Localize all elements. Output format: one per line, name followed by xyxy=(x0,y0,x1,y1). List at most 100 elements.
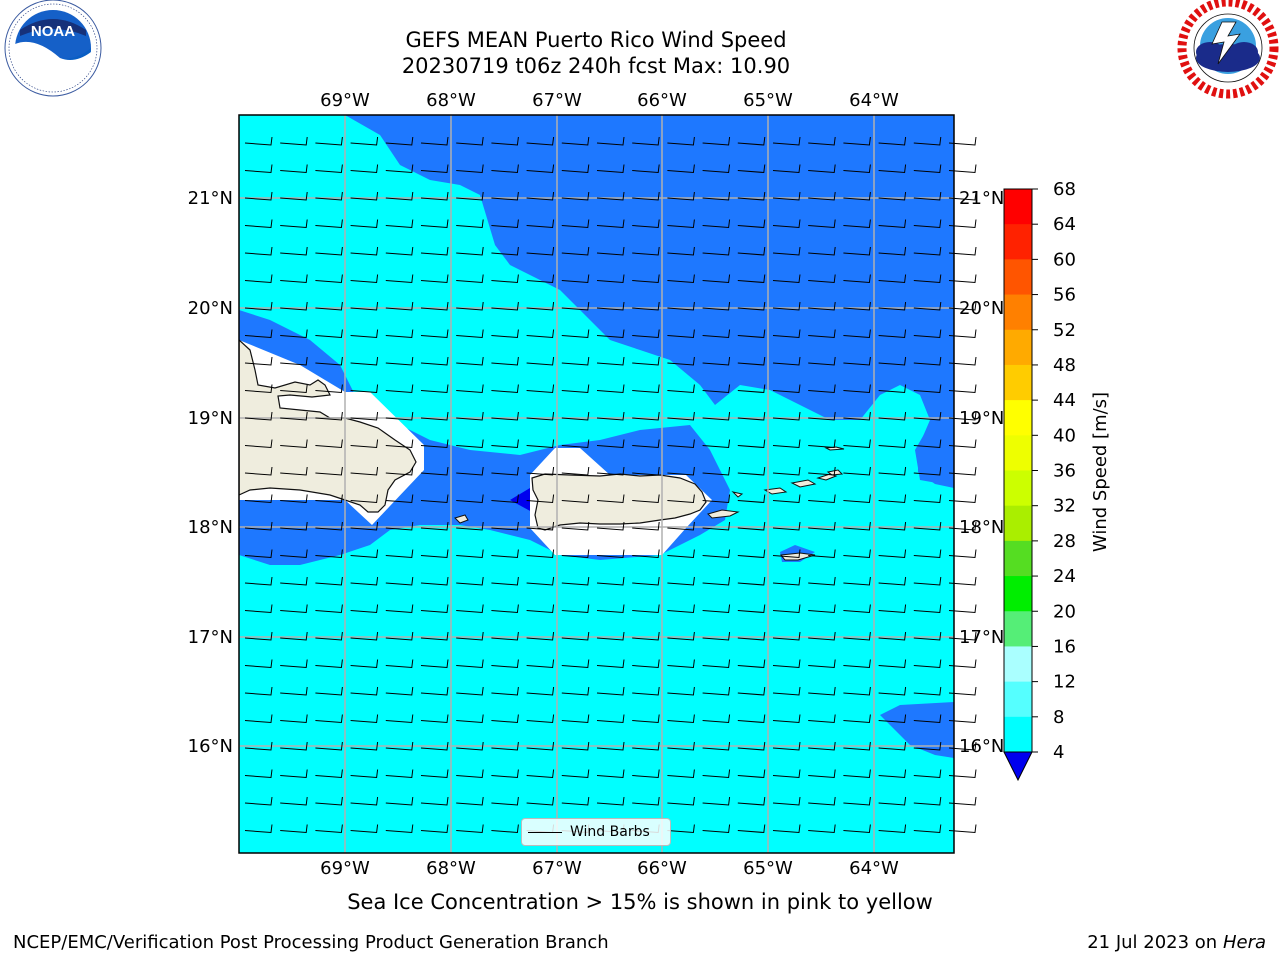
wind-barb xyxy=(596,246,625,256)
wind-barb xyxy=(526,411,555,421)
wind-barb xyxy=(913,631,942,641)
wind-barb xyxy=(491,494,519,504)
lon-label: 64°W xyxy=(849,858,899,879)
wind-barb xyxy=(843,521,871,531)
wind-barb xyxy=(702,741,731,751)
wind-barb xyxy=(561,219,590,229)
wind-barb xyxy=(808,329,836,339)
wind-barb xyxy=(948,274,977,284)
wind-barb xyxy=(456,604,484,614)
wind-barb xyxy=(385,659,414,669)
wind-barb xyxy=(420,686,449,696)
wind-barb xyxy=(913,329,942,339)
wind-barb xyxy=(561,494,590,504)
wind-barb xyxy=(350,604,379,614)
wind-barb xyxy=(420,274,449,284)
wind-barb xyxy=(632,136,660,146)
wind-barb xyxy=(878,549,907,559)
wind-barb xyxy=(350,219,379,229)
wind-barb xyxy=(667,136,695,146)
wind-barb xyxy=(385,411,414,421)
wind-barb xyxy=(913,356,942,366)
wind-barb xyxy=(843,136,871,146)
footer-host: Hera xyxy=(1222,932,1266,953)
wind-barb xyxy=(420,136,449,146)
legend-label: Wind Barbs xyxy=(570,824,650,840)
wind-barb xyxy=(667,191,695,201)
wind-barb xyxy=(632,741,660,751)
wind-barb xyxy=(526,686,555,696)
wind-barb xyxy=(843,576,871,586)
wind-barb xyxy=(772,686,801,696)
wind-barb xyxy=(772,329,801,339)
colorbar-tick-label: 64 xyxy=(1053,214,1076,235)
wind-barb xyxy=(315,191,343,201)
wind-barb xyxy=(702,494,731,504)
wind-barb xyxy=(456,494,484,504)
wind-barb xyxy=(596,714,625,724)
wind-barb xyxy=(280,824,308,834)
legend-line-icon xyxy=(528,831,562,833)
wind-barb xyxy=(702,411,731,421)
wind-barb xyxy=(667,769,695,779)
wind-barb xyxy=(385,741,414,751)
wind-barb xyxy=(385,714,414,724)
colorbar-tick-label: 8 xyxy=(1053,707,1064,728)
wind-barb xyxy=(843,494,871,504)
wind-barb xyxy=(456,741,484,751)
wind-barb xyxy=(244,356,273,366)
wind-barb xyxy=(667,219,695,229)
wind-barb xyxy=(350,741,379,751)
wind-barb xyxy=(280,466,308,476)
wind-barb xyxy=(244,631,273,641)
wind-barb xyxy=(667,576,695,586)
colorbar-segment xyxy=(1004,364,1032,401)
wind-barb xyxy=(420,659,449,669)
lat-label: 16°N xyxy=(959,736,1004,757)
wind-barb xyxy=(420,494,449,504)
wind-barb xyxy=(737,604,766,614)
wind-barb xyxy=(385,191,414,201)
wind-barb xyxy=(244,246,273,256)
wind-barb xyxy=(456,521,484,531)
wind-barb xyxy=(491,411,519,421)
wind-barb xyxy=(420,741,449,751)
wind-barb xyxy=(596,274,625,284)
wind-barb xyxy=(596,164,625,174)
wind-barb xyxy=(315,466,343,476)
wind-barb xyxy=(491,191,519,201)
lat-label: 20°N xyxy=(959,298,1004,319)
wind-barb xyxy=(315,384,343,394)
wind-barb xyxy=(596,136,625,146)
wind-barb xyxy=(456,329,484,339)
ocean-4-8-zone-north xyxy=(345,115,954,490)
wind-barb xyxy=(315,604,343,614)
wind-barb xyxy=(561,686,590,696)
wind-barb xyxy=(315,136,343,146)
wind-barb xyxy=(350,301,379,311)
wind-barb xyxy=(596,301,625,311)
wind-barb xyxy=(737,769,766,779)
wind-barb xyxy=(244,274,273,284)
wind-barb xyxy=(280,136,308,146)
wind-barb xyxy=(456,164,484,174)
wind-barb xyxy=(878,576,907,586)
wind-barb xyxy=(737,631,766,641)
wind-barb xyxy=(913,219,942,229)
wind-barb xyxy=(315,246,343,256)
wind-barb xyxy=(526,714,555,724)
wind-barb xyxy=(632,191,660,201)
wind-barb xyxy=(280,191,308,201)
footer-date-text: 21 Jul 2023 on xyxy=(1087,932,1218,953)
wind-barb xyxy=(491,824,519,834)
wind-barb xyxy=(667,741,695,751)
wind-barb xyxy=(913,796,942,806)
wind-barb xyxy=(808,824,836,834)
wind-barb xyxy=(878,384,907,394)
wind-barb xyxy=(385,631,414,641)
colorbar-segment xyxy=(1004,611,1032,647)
wind-barb xyxy=(491,521,519,531)
lon-label: 65°W xyxy=(743,858,793,879)
wind-barb xyxy=(561,796,590,806)
wind-barb xyxy=(843,439,871,449)
